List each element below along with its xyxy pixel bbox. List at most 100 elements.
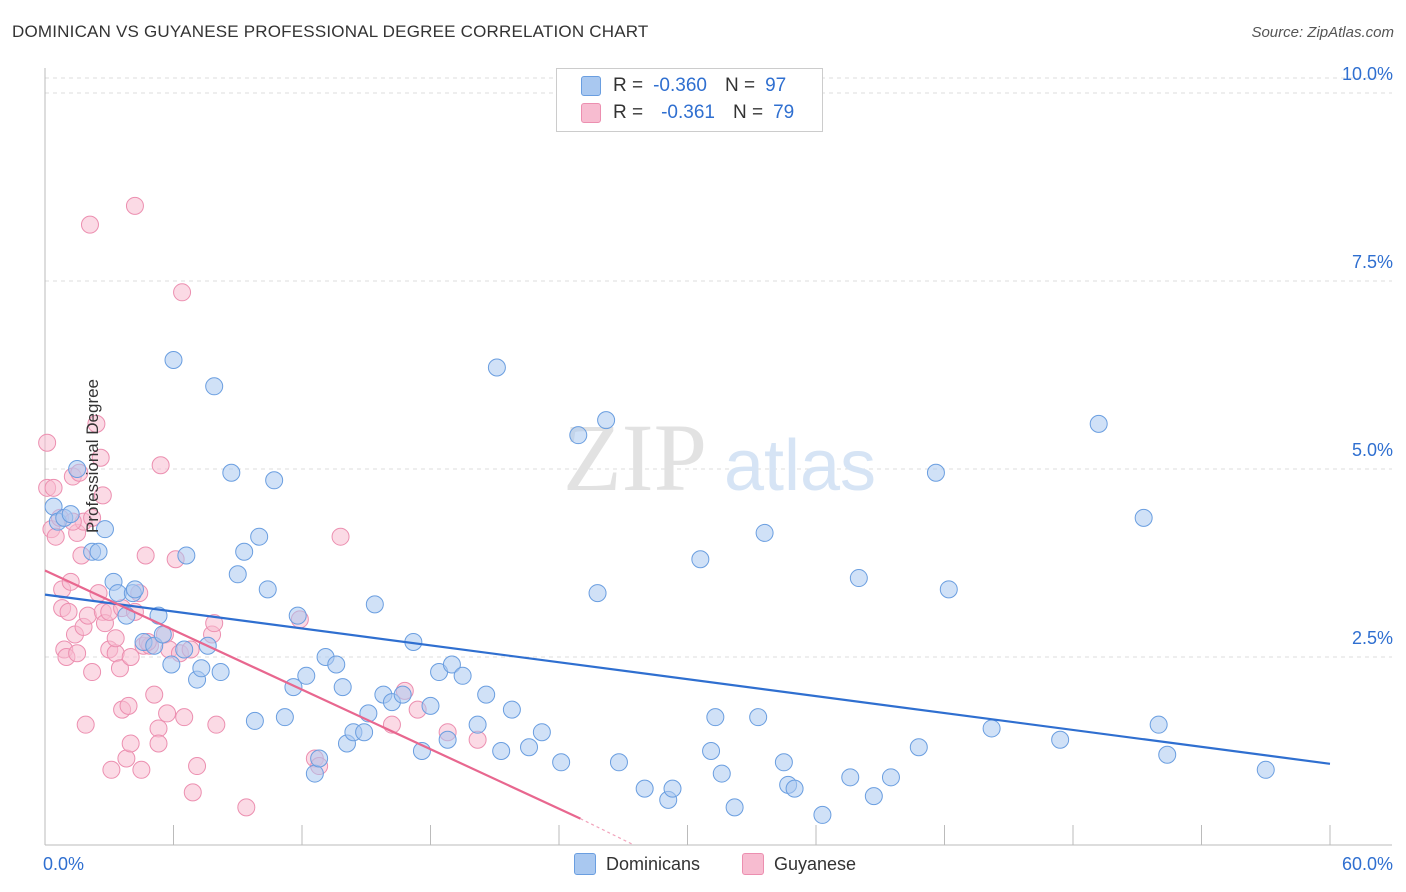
- dominicans-point: [785, 779, 804, 798]
- dominicans-point: [288, 606, 307, 625]
- dominicans-point: [211, 663, 230, 682]
- y-axis-label: Professional Degree: [83, 378, 103, 534]
- guyanese-point: [207, 715, 226, 734]
- guyanese-point: [158, 704, 177, 723]
- dominicans-point: [89, 542, 108, 561]
- dominicans-point: [175, 640, 194, 659]
- guyanese-point: [44, 478, 63, 497]
- guyanese-trend-extension: [580, 818, 635, 846]
- dominicans-point: [235, 542, 254, 561]
- legend-r-value: -0.360: [653, 75, 707, 96]
- dominicans-point: [258, 580, 277, 599]
- dominicans-point: [706, 708, 725, 727]
- dominicans-point: [1158, 745, 1177, 764]
- y-tick-label: 2.5%: [1352, 628, 1393, 648]
- legend-n-value: 97: [765, 75, 787, 96]
- dominicans-point: [125, 580, 144, 599]
- guyanese-point: [59, 602, 78, 621]
- dominicans-point: [228, 565, 247, 584]
- x-tick-label: 0.0%: [43, 854, 84, 874]
- guyanese-point: [237, 798, 256, 817]
- dominicans-point: [453, 666, 472, 685]
- guyanese-point: [173, 283, 192, 302]
- dominicans-point: [939, 580, 958, 599]
- dominicans-point: [1051, 730, 1070, 749]
- source-label: Source: ZipAtlas.com: [1251, 24, 1394, 41]
- guyanese-point: [149, 719, 168, 738]
- dominicans-points: [44, 350, 1275, 824]
- dominicans-point: [205, 377, 224, 396]
- guyanese-point: [83, 508, 102, 527]
- dominicans-point: [755, 523, 774, 542]
- grid-layer: [45, 77, 1392, 658]
- bottom-legend-dominicans-label: Dominicans: [606, 853, 701, 874]
- tick-label-layer: 2.5% 5.0% 7.5% 10.0% 0.0% 60.0%: [43, 64, 1393, 874]
- dominicans-point: [569, 426, 588, 445]
- watermark-zip: ZIP: [563, 404, 707, 511]
- guyanese-point: [46, 527, 65, 546]
- guyanese-point: [151, 456, 170, 475]
- legend-r-value: -0.361: [661, 102, 715, 123]
- dominicans-point: [297, 666, 316, 685]
- dominicans-point: [1256, 760, 1275, 779]
- guyanese-point: [102, 760, 121, 779]
- legend-r-label: R =: [613, 75, 644, 96]
- dominicans-point: [393, 685, 412, 704]
- dominicans-point: [305, 764, 324, 783]
- dominicans-point: [1134, 508, 1153, 527]
- dominicans-point: [813, 805, 832, 824]
- guyanese-point: [38, 433, 57, 452]
- dominicans-point: [982, 719, 1001, 738]
- dominicans-point: [597, 411, 616, 430]
- dominicans-point: [502, 700, 521, 719]
- guyanese-point: [119, 696, 138, 715]
- dominicans-point: [849, 569, 868, 588]
- legend-n-label: N =: [732, 102, 764, 123]
- dominicans-point: [487, 358, 506, 377]
- guyanese-point: [125, 196, 144, 215]
- dominicans-point: [333, 678, 352, 697]
- dominicans-point: [327, 655, 346, 674]
- dominicans-point: [725, 798, 744, 817]
- dominicans-point: [1089, 414, 1108, 433]
- dominicans-point: [774, 753, 793, 772]
- chart-title: DOMINICAN VS GUYANESE PROFESSIONAL DEGRE…: [12, 22, 649, 41]
- dominicans-point: [95, 520, 114, 539]
- guyanese-point: [183, 783, 202, 802]
- dominicans-point: [442, 655, 461, 674]
- dominicans-point: [1149, 715, 1168, 734]
- dominicans-point: [691, 550, 710, 569]
- guyanese-point: [106, 644, 125, 663]
- guyanese-point: [121, 734, 140, 753]
- dominicans-point: [702, 742, 721, 761]
- dominicans-point: [712, 764, 731, 783]
- dominicans-point: [609, 753, 628, 772]
- dominicans-point: [108, 584, 127, 603]
- dominicans-point: [365, 595, 384, 614]
- dominicans-point: [635, 779, 654, 798]
- guyanese-swatch: [742, 853, 764, 875]
- guyanese-point: [145, 685, 164, 704]
- dominicans-point: [438, 730, 457, 749]
- dominicans-point: [552, 753, 571, 772]
- guyanese-point: [136, 546, 155, 565]
- guyanese-point: [87, 414, 106, 433]
- bottom-legend-dominicans: Dominicans: [574, 852, 700, 876]
- bottom-legend-guyanese-label: Guyanese: [774, 853, 857, 874]
- y-tick-label: 7.5%: [1352, 252, 1393, 272]
- dominicans-point: [310, 749, 329, 768]
- dominicans-point: [749, 708, 768, 727]
- trend-layer: [44, 569, 1331, 846]
- guyanese-point: [117, 749, 136, 768]
- guyanese-point: [80, 215, 99, 234]
- dominicans-point: [355, 723, 374, 742]
- bottom-legend-guyanese: Guyanese: [742, 852, 856, 876]
- dominicans-point: [841, 768, 860, 787]
- guyanese-point: [78, 606, 97, 625]
- guyanese-point: [106, 629, 125, 648]
- dominicans-point: [588, 584, 607, 603]
- dominicans-point: [532, 723, 551, 742]
- legend-r-label: R =: [613, 102, 644, 123]
- dominicans-point: [881, 768, 900, 787]
- guyanese-point: [121, 648, 140, 667]
